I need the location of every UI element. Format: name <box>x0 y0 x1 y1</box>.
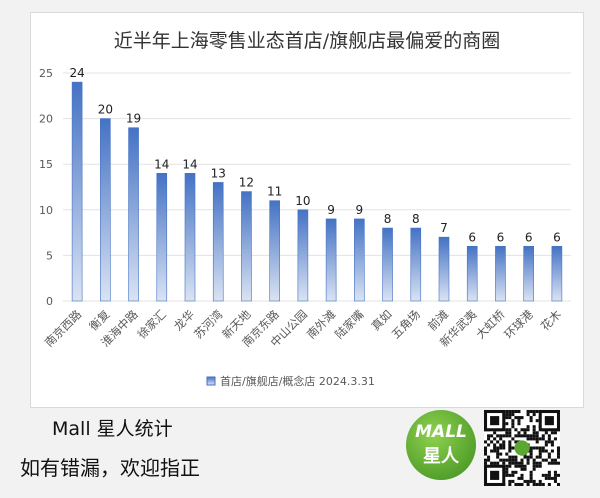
bar <box>382 227 393 302</box>
bar <box>325 218 337 302</box>
data-label: 6 <box>468 230 476 244</box>
legend-label: 首店/旗舰店/概念店 2024.3.31 <box>220 374 375 388</box>
data-label: 14 <box>182 157 197 171</box>
bar <box>100 118 111 302</box>
bar <box>184 173 196 302</box>
y-tick-label: 0 <box>46 295 53 308</box>
bar <box>297 209 309 302</box>
legend-swatch <box>206 376 216 386</box>
x-tick-label: 大虹桥 <box>473 307 508 342</box>
qr-code-icon <box>484 410 560 486</box>
x-tick-label: 徐家汇 <box>135 307 169 341</box>
data-label: 14 <box>154 157 169 171</box>
bar <box>466 245 478 302</box>
data-label: 6 <box>497 230 505 244</box>
note-text: 如有错漏，欢迎指正 <box>20 456 200 480</box>
data-label: 20 <box>98 103 113 117</box>
bar <box>551 245 563 302</box>
x-tick-label: 南外滩 <box>304 307 338 341</box>
data-label: 11 <box>267 185 282 199</box>
x-tick-label: 陆家嘴 <box>332 307 367 342</box>
brand-text: Mall 星人统计 <box>52 418 173 440</box>
data-label: 7 <box>440 221 448 235</box>
x-tick-label: 五角场 <box>389 307 423 341</box>
y-tick-label: 20 <box>39 113 53 126</box>
bar <box>241 191 252 302</box>
bar <box>410 227 422 302</box>
data-label: 9 <box>327 203 335 217</box>
y-tick-label: 15 <box>39 158 53 171</box>
bar <box>71 81 83 302</box>
x-tick-label: 花木 <box>538 307 565 334</box>
data-label: 8 <box>384 212 392 226</box>
mall-logo: MALL 星人 <box>406 410 476 480</box>
bar <box>212 182 224 302</box>
data-label: 24 <box>69 66 84 80</box>
legend: 首店/旗舰店/概念店 2024.3.31 <box>206 374 375 388</box>
data-label: 9 <box>356 203 364 217</box>
bar <box>156 173 168 302</box>
bar <box>269 200 280 302</box>
data-label: 6 <box>553 230 561 244</box>
bar <box>523 245 534 302</box>
data-label: 6 <box>525 230 533 244</box>
bar <box>128 127 139 302</box>
bar <box>354 218 365 302</box>
data-label: 19 <box>126 112 141 126</box>
y-tick-label: 25 <box>39 67 53 80</box>
x-tick-label: 南京西路 <box>42 307 85 350</box>
x-tick-label: 苏河湾 <box>191 307 226 342</box>
data-label: 8 <box>412 212 420 226</box>
chart-title: 近半年上海零售业态首店/旗舰店最偏爱的商圈 <box>114 30 500 52</box>
bar-chart: 近半年上海零售业态首店/旗舰店最偏爱的商圈 0 5 10 15 20 25 24 20 19 14… <box>39 30 571 388</box>
y-tick-label: 10 <box>39 204 53 217</box>
bar <box>495 245 506 302</box>
data-label: 12 <box>239 176 254 190</box>
y-tick-label: 5 <box>46 249 53 262</box>
data-label: 10 <box>295 194 310 208</box>
chart-card: 近半年上海零售业态首店/旗舰店最偏爱的商圈 0 5 10 15 20 25 24 20 19 14… <box>30 12 584 408</box>
data-label: 13 <box>211 166 226 180</box>
x-tick-label: 环球港 <box>501 307 536 342</box>
bar <box>438 236 450 302</box>
